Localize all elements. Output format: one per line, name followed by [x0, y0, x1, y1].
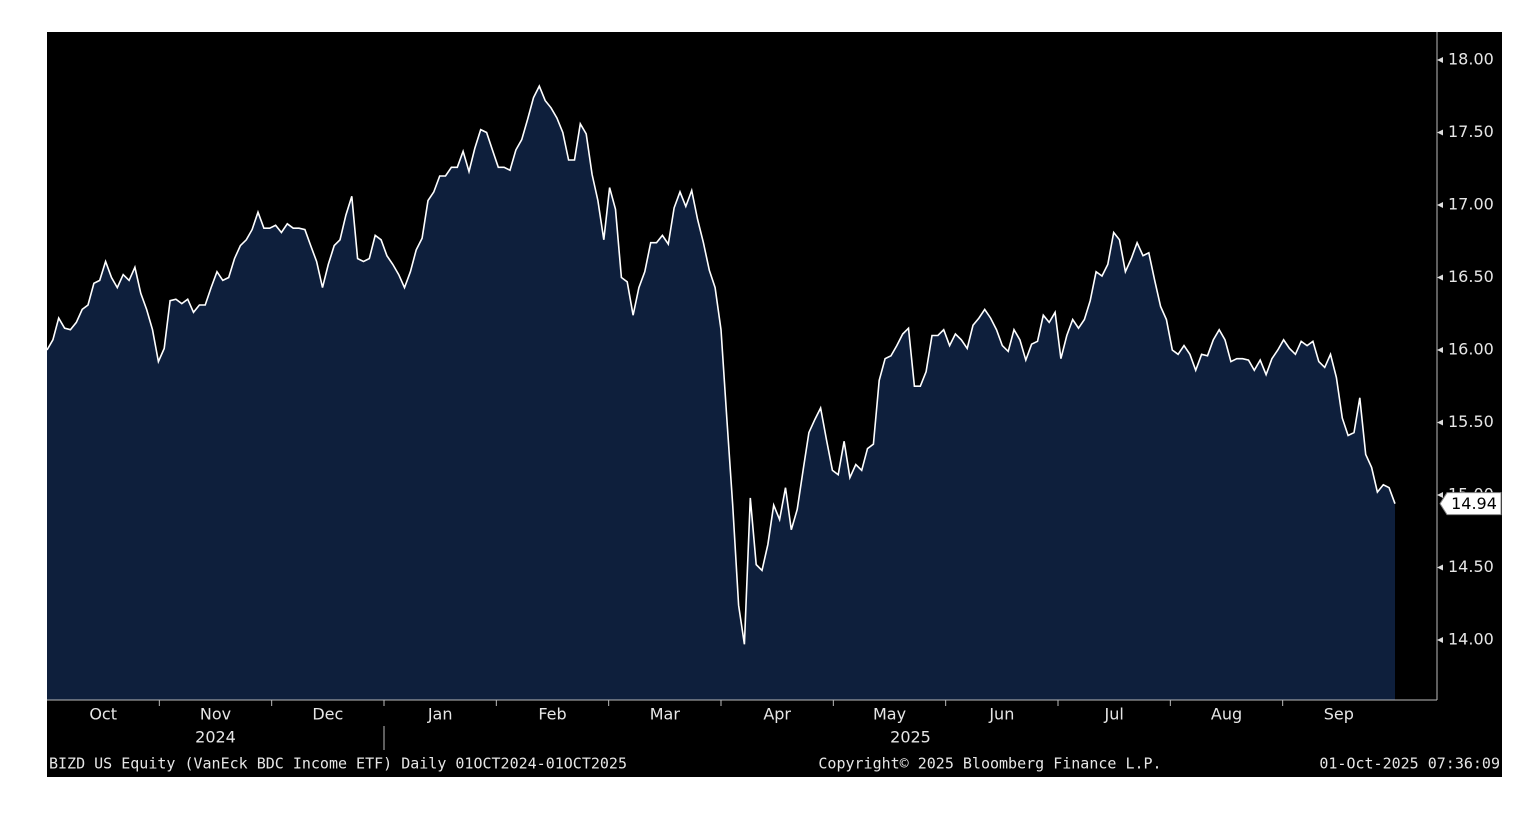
area [47, 86, 1395, 701]
y-tick-label: 16.00 [1448, 339, 1494, 358]
year-label: 2025 [890, 728, 931, 747]
y-tick [1437, 419, 1443, 426]
x-tick-label: Nov [200, 705, 231, 724]
y-tick-label: 14.50 [1448, 557, 1494, 576]
y-tick [1437, 274, 1443, 281]
last-price-box [1439, 492, 1502, 516]
y-tick-label: 16.50 [1448, 267, 1494, 286]
y-tick-label: 14.00 [1448, 629, 1494, 648]
x-tick-label: Sep [1324, 705, 1354, 724]
line [46, 84, 1396, 645]
x-tick-label: Jan [427, 705, 453, 724]
y-tick [1437, 201, 1443, 208]
x-tick-label: Aug [1211, 705, 1242, 724]
y-tick [1437, 491, 1443, 498]
x-tick-label: Jul [1104, 705, 1124, 724]
y-tick [1437, 129, 1443, 136]
x-tick-label: Feb [538, 705, 566, 724]
x-tick-label: Dec [312, 705, 343, 724]
footer-left: BIZD US Equity (VanEck BDC Income ETF) D… [49, 755, 627, 773]
y-tick-label: 18.00 [1448, 49, 1494, 68]
y-tick-label: 15.50 [1448, 412, 1494, 431]
y-tick-label: 17.00 [1448, 194, 1494, 213]
year-label: 2024 [195, 728, 236, 747]
y-tick [1437, 56, 1443, 63]
x-tick-label: Oct [89, 705, 117, 724]
y-tick [1437, 346, 1443, 353]
x-tick-label: Jun [988, 705, 1014, 724]
footer-right: 01-Oct-2025 07:36:09 [1319, 755, 1500, 773]
last-price-label: 14.94 [1451, 494, 1497, 513]
y-tick-label: 17.50 [1448, 122, 1494, 141]
x-tick-label: May [873, 705, 906, 724]
x-tick-label: Mar [650, 705, 681, 724]
y-tick [1437, 636, 1443, 643]
y-tick [1437, 564, 1443, 571]
footer-center: Copyright© 2025 Bloomberg Finance L.P. [818, 755, 1161, 773]
x-tick-label: Apr [763, 705, 791, 724]
